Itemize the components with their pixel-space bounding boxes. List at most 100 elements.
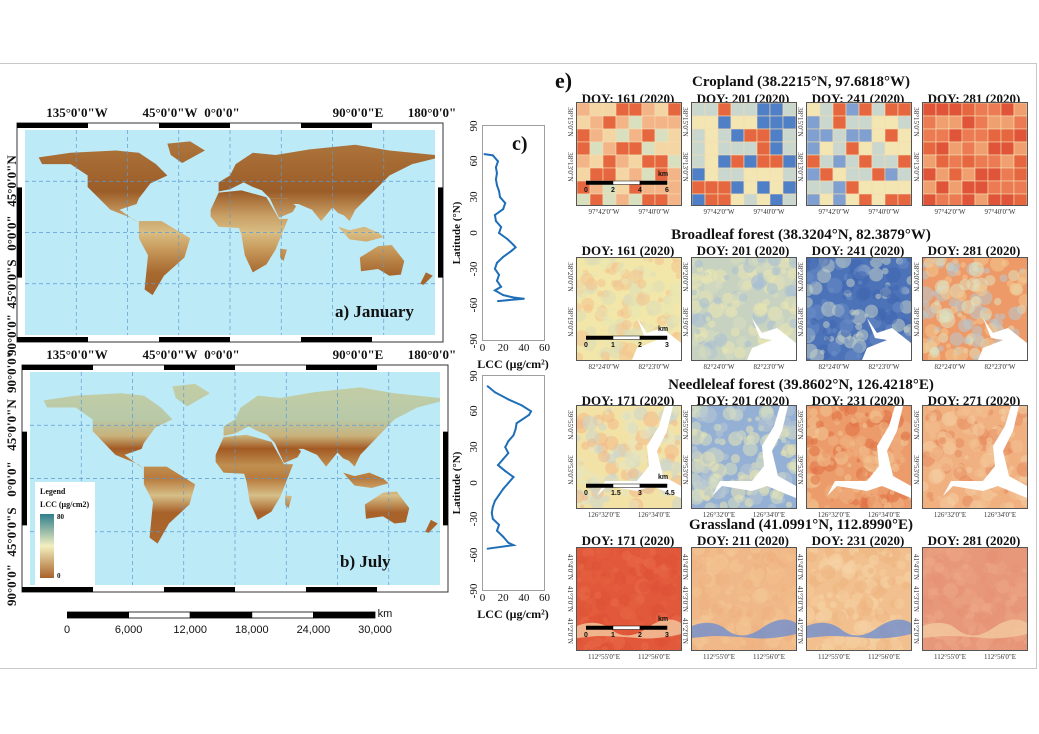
frame-band-bottom [301, 337, 372, 342]
panel-scale-bar [586, 483, 668, 488]
field-parcel [987, 193, 1002, 205]
field-parcel [884, 167, 899, 182]
texture-patch [820, 349, 825, 355]
scale-segment [251, 611, 314, 619]
y-axis-label: Latitude (°N) [451, 201, 463, 264]
field-parcel [832, 167, 847, 182]
lcc-data-point [507, 440, 510, 443]
texture-patch [595, 548, 610, 559]
x-tick-label: 97°42'0"W [703, 208, 735, 216]
texture-patch [621, 550, 632, 561]
field-parcel [858, 103, 873, 117]
texture-patch [584, 258, 598, 266]
field-parcel [743, 154, 758, 169]
scale-segment [189, 611, 253, 619]
texture-patch [894, 598, 905, 609]
texture-patch [891, 563, 897, 569]
texture-patch [807, 407, 813, 418]
continent-arabia [274, 443, 302, 464]
texture-patch [924, 557, 935, 568]
legend-unit: LCC (μg/cm2) [40, 500, 90, 509]
texture-patch [807, 583, 816, 599]
texture-patch [596, 418, 603, 425]
scale-segment [639, 180, 668, 185]
x-tick-label: 112°56'0"E [753, 653, 785, 661]
field-parcel [769, 167, 784, 182]
texture-patch [675, 638, 681, 646]
water-body [862, 318, 911, 360]
lcc-image-grass [806, 547, 912, 651]
texture-patch [779, 548, 796, 564]
texture-patch [863, 455, 880, 472]
texture-patch [729, 584, 735, 591]
y-tick-label: 90 [468, 120, 480, 131]
texture-patch [936, 309, 950, 324]
texture-patch [730, 258, 742, 265]
field-parcel [641, 154, 656, 169]
longitude-label: 180°0'0" [407, 347, 457, 362]
field-parcel [654, 128, 669, 143]
texture-patch [962, 274, 968, 281]
y-tick-label: 41°3'0"N [566, 586, 574, 612]
x-tick-label: 112°56'0"E [868, 653, 900, 661]
texture-patch [770, 491, 783, 505]
texture-patch [825, 637, 838, 650]
texture-patch [855, 323, 863, 331]
longitude-label: 135°0'0"W [46, 347, 108, 362]
field-parcel [923, 115, 937, 130]
texture-patch [620, 576, 628, 583]
texture-patch [758, 417, 773, 433]
texture-patch [821, 301, 837, 317]
field-parcel [819, 141, 834, 156]
field-parcel [832, 141, 847, 156]
doy-title: DOY: 171 (2020) [581, 393, 675, 408]
field-parcel [654, 115, 669, 130]
field-parcel [730, 141, 745, 156]
lcc-data-point [494, 220, 497, 223]
texture-patch [612, 280, 624, 292]
doy-title: DOY: 241 (2020) [811, 243, 905, 258]
field-parcel [871, 128, 886, 143]
field-parcel [602, 193, 617, 205]
lcc-data-point [491, 154, 494, 157]
x-tick-label: 126°34'0"E [867, 511, 901, 519]
field-parcel [884, 154, 899, 169]
texture-patch [975, 284, 988, 297]
y-tick-label: 38°20'0"N [796, 262, 804, 292]
x-tick-label: 97°40'0"W [984, 208, 1016, 216]
x-tick-label: 97°40'0"W [753, 208, 785, 216]
texture-patch [844, 474, 852, 482]
texture-patch [807, 343, 818, 359]
texture-patch [876, 607, 884, 615]
lcc-data-point [510, 249, 513, 252]
continent-north-america [38, 150, 168, 224]
lcc-data-point [495, 184, 498, 187]
texture-patch [1009, 282, 1023, 296]
texture-patch [590, 494, 605, 508]
texture-patch [635, 557, 643, 565]
field-parcel [807, 115, 821, 130]
texture-patch [1014, 606, 1021, 614]
texture-patch [721, 453, 729, 461]
texture-patch [967, 415, 976, 425]
y-tick-label: 39°55'0"N [681, 410, 689, 440]
texture-patch [698, 598, 711, 611]
frame-band-right [438, 187, 443, 278]
texture-patch [815, 420, 824, 429]
texture-patch [888, 553, 894, 558]
texture-patch [809, 445, 820, 457]
texture-patch [716, 548, 723, 555]
x-tick-label: 82°24'0"W [588, 363, 620, 371]
lcc-data-point [502, 208, 505, 211]
y-tick-label: 38°15'0"N [681, 107, 689, 137]
field-parcel [667, 141, 681, 156]
texture-patch [870, 258, 883, 269]
texture-patch [723, 274, 730, 281]
texture-patch [937, 345, 944, 352]
texture-patch [1016, 461, 1027, 477]
texture-patch [705, 316, 711, 322]
lcc-data-point [530, 410, 533, 413]
lcc-data-point [498, 232, 501, 234]
frame-band-bottom [22, 587, 93, 592]
texture-patch [698, 345, 712, 359]
